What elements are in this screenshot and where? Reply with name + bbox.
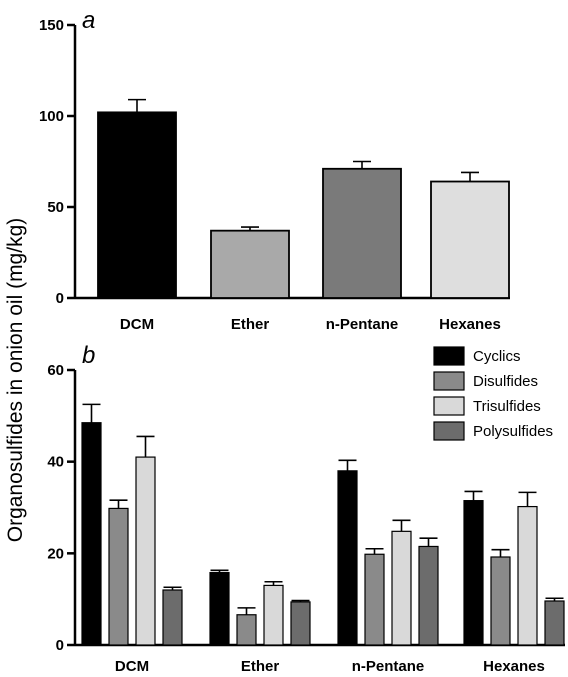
- panel-b-bar-cyclics-n-pentane: [337, 470, 358, 646]
- panel-b-bar-trisulfides-n-pentane: [391, 530, 412, 646]
- panel-a-y-tick-label: 150: [39, 17, 64, 34]
- legend-label-disulfides: Disulfides: [473, 373, 538, 390]
- panel-b-category-label: n-Pentane: [352, 658, 425, 675]
- panel-label-b: b: [82, 342, 95, 369]
- panel-b-bar-trisulfides-dcm: [135, 456, 156, 646]
- panel-a-y-tick-label: 50: [47, 199, 64, 216]
- panel-b-bar-disulfides-dcm: [108, 507, 129, 646]
- panel-b-bar-trisulfides-hexanes: [517, 505, 538, 646]
- legend-label-cyclics: Cyclics: [473, 348, 521, 365]
- panel-b-bar-disulfides-hexanes: [490, 556, 511, 646]
- panel-a-category-label: Ether: [231, 316, 270, 333]
- panel-a-y-tick-label: 100: [39, 108, 64, 125]
- panel-a-bar-n-pentane: [322, 167, 402, 299]
- panel-b-bar-polysulfides-dcm: [162, 589, 183, 646]
- panel-b-category-label: Ether: [241, 658, 280, 675]
- legend: Cyclics Disulfides Trisulfides Polysulfides: [433, 346, 553, 441]
- panel-a-category-label: Hexanes: [439, 316, 501, 333]
- panel-a-category-labels: DCM Ether n-Pentane Hexanes: [120, 316, 501, 333]
- panel-b-category-label: Hexanes: [483, 658, 545, 675]
- panel-a-bar-hexanes: [430, 180, 510, 299]
- panel-b-y-tick-label: 40: [47, 454, 64, 471]
- panel-a-y-tick-label: 0: [56, 290, 64, 307]
- panel-b-category-labels: DCM Ether n-Pentane Hexanes: [115, 658, 545, 675]
- panel-b-bar-polysulfides-ether: [290, 601, 311, 646]
- legend-label-polysulfides: Polysulfides: [473, 423, 553, 440]
- panel-b: b 0 20 40 60 DCM Ether n-Pentane Hexanes Cycli…: [47, 342, 565, 675]
- y-axis-label: Organosulfides in onion oil (mg/kg): [4, 218, 27, 543]
- panel-b-bar-cyclics-hexanes: [463, 500, 484, 646]
- panel-b-y-tick-label: 60: [47, 362, 64, 379]
- panel-b-bar-disulfides-ether: [236, 614, 257, 646]
- panel-a-category-label: n-Pentane: [326, 316, 399, 333]
- legend-swatch-polysulfides: [433, 421, 465, 441]
- panel-b-bars: [81, 403, 565, 646]
- panel-b-y-tick-label: 20: [47, 545, 64, 562]
- legend-swatch-cyclics: [433, 346, 465, 366]
- panel-b-bar-cyclics-dcm: [81, 422, 102, 646]
- legend-swatch-trisulfides: [433, 396, 465, 416]
- panel-a: a 0 50 100 150 DCM Ether n-Pentane Hexanes: [39, 7, 510, 333]
- panel-b-bar-disulfides-n-pentane: [364, 553, 385, 646]
- panel-b-bar-polysulfides-hexanes: [544, 600, 565, 646]
- panel-a-bar-dcm: [97, 111, 177, 299]
- panel-b-bar-trisulfides-ether: [263, 584, 284, 646]
- panel-a-bar-ether: [210, 229, 290, 299]
- legend-label-trisulfides: Trisulfides: [473, 398, 541, 415]
- panel-b-category-label: DCM: [115, 658, 149, 675]
- legend-swatch-disulfides: [433, 371, 465, 391]
- panel-b-bar-polysulfides-n-pentane: [418, 545, 439, 646]
- panel-a-bars: [97, 98, 510, 299]
- panel-b-bar-cyclics-ether: [209, 571, 230, 646]
- panel-b-y-tick-label: 0: [56, 637, 64, 654]
- panel-label-a: a: [82, 7, 95, 34]
- panel-a-category-label: DCM: [120, 316, 154, 333]
